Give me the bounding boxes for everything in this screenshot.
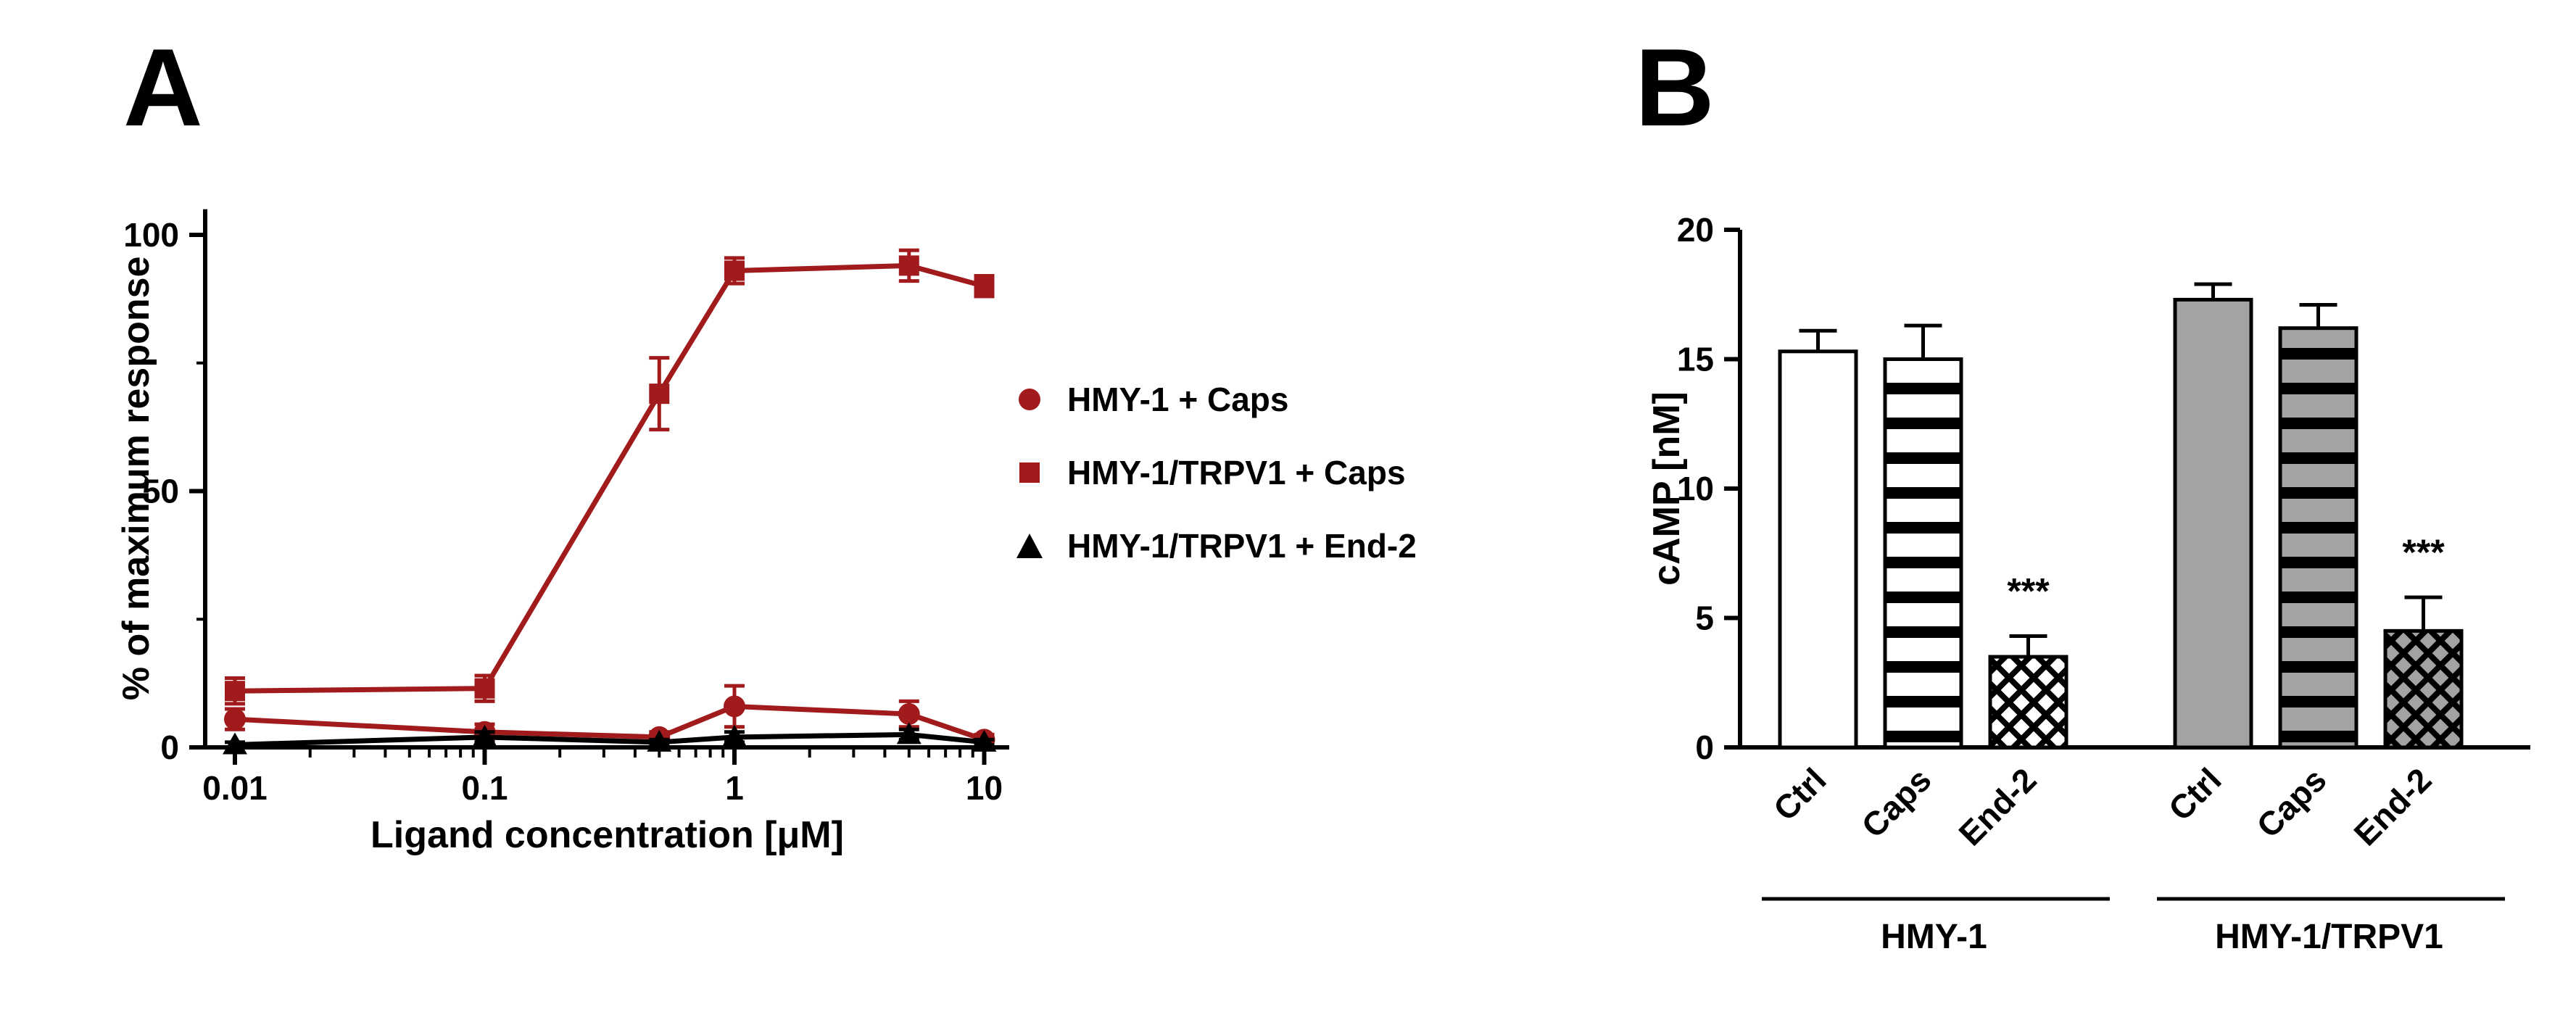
legend-label: HMY-1 + Caps	[1067, 380, 1289, 418]
data-point-triangle	[223, 732, 247, 755]
data-point-square	[474, 678, 495, 699]
data-point-triangle	[972, 729, 997, 752]
bar-label: End-2	[2346, 760, 2438, 852]
significance-stars: ***	[2007, 570, 2050, 611]
data-point-triangle	[472, 724, 497, 747]
legend-item-circle: HMY-1 + Caps	[1014, 362, 1417, 436]
panel-a-chart: 0 50 100 0.01 0.1 1 10 Ligand concentration [μM…	[115, 209, 1009, 856]
data-point-circle	[898, 703, 920, 726]
x-tick-label: 1	[725, 769, 744, 807]
legend-label: HMY-1/TRPV1 + End-2	[1067, 526, 1417, 565]
series-line	[234, 262, 985, 694]
bar-end-2	[2383, 628, 2464, 750]
group-label: HMY-1	[1881, 918, 1987, 956]
data-point-square	[225, 681, 245, 702]
bar-label: Caps	[1854, 760, 1938, 845]
x-tick-label: 0.1	[462, 769, 508, 807]
bar-ctrl	[1778, 349, 1858, 750]
bar-label: Caps	[2249, 760, 2333, 845]
data-point-circle	[724, 695, 745, 718]
x-tick-label: 10	[966, 769, 1003, 807]
legend-label: HMY-1/TRPV1 + Caps	[1067, 453, 1406, 491]
y-tick-label: 0	[1695, 729, 1714, 766]
y-axis-title: % of maximum response	[115, 257, 157, 701]
legend-item-triangle: HMY-1/TRPV1 + End-2	[1014, 509, 1417, 582]
panel-b-chart: 0 5 10 15 20 cAMP [nM] Ctrl Caps *** End-2 HMY-1 Ct…	[1646, 211, 2530, 956]
chart-legend: HMY-1 + Caps HMY-1/TRPV1 + Caps HMY-1/TR…	[1014, 362, 1417, 582]
square-marker-icon	[1014, 457, 1045, 489]
bar-label: End-2	[1951, 760, 2043, 852]
y-axis-title: cAMP [nM]	[1646, 391, 1688, 586]
series-triangle	[223, 722, 997, 755]
panel-a-label: A	[123, 26, 203, 149]
y-tick-label: 5	[1695, 599, 1714, 637]
bar-end-2	[1988, 655, 2068, 750]
y-tick-label: 100	[123, 216, 179, 254]
group-label: HMY-1/TRPV1	[2215, 918, 2443, 956]
panel-b-label: B	[1635, 26, 1715, 149]
data-point-square	[649, 383, 670, 404]
data-point-square	[898, 255, 919, 276]
y-tick-label: 50	[142, 473, 179, 510]
bar-label: Ctrl	[1766, 760, 1834, 828]
data-point-square	[724, 260, 745, 281]
data-point-triangle	[647, 729, 672, 752]
triangle-marker-icon	[1014, 530, 1045, 562]
y-tick-label: 10	[1677, 470, 1714, 507]
y-tick-label: 0	[160, 729, 179, 766]
circle-marker-icon	[1014, 383, 1045, 415]
x-axis-title: Ligand concentration [μM]	[370, 814, 844, 856]
bar-caps	[1883, 357, 1963, 750]
bar-label: Ctrl	[2161, 760, 2229, 828]
significance-stars: ***	[2402, 532, 2445, 573]
data-point-triangle	[722, 724, 747, 747]
data-point-circle	[224, 708, 246, 731]
legend-item-square: HMY-1/TRPV1 + Caps	[1014, 436, 1417, 509]
y-tick-label: 15	[1677, 341, 1714, 378]
series-line	[234, 731, 985, 747]
data-point-triangle	[896, 722, 922, 744]
bar-ctrl	[2173, 297, 2253, 750]
data-point-square	[974, 275, 995, 296]
bar-caps	[2278, 326, 2358, 750]
y-tick-label: 20	[1677, 211, 1714, 249]
series-line	[234, 703, 985, 742]
series-square	[225, 248, 995, 706]
x-tick-label: 0.01	[202, 769, 268, 807]
